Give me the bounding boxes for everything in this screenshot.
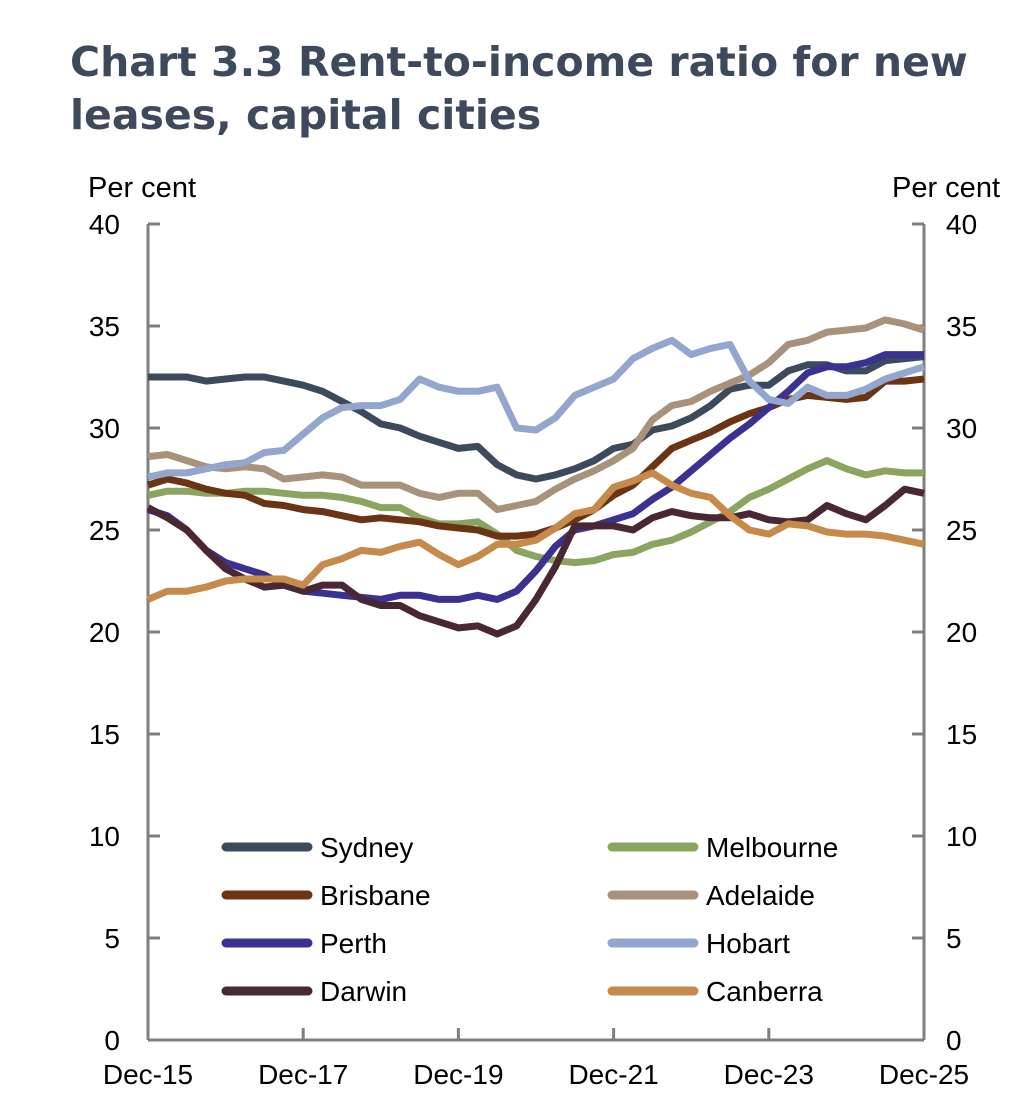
x-tick-label: Dec-19 <box>413 1059 503 1090</box>
y-tick-label-left: 35 <box>89 311 120 342</box>
y-tick-label-left: 30 <box>89 413 120 444</box>
x-tick-label: Dec-23 <box>724 1059 814 1090</box>
y-tick-label-left: 40 <box>89 209 120 240</box>
y-tick-label-right: 15 <box>946 719 977 750</box>
legend-label-brisbane: Brisbane <box>320 880 431 911</box>
left-axis-unit: Per cent <box>88 172 196 204</box>
y-tick-label-left: 20 <box>89 617 120 648</box>
series-line-canberra <box>146 469 925 603</box>
series-line-sydney <box>148 353 925 483</box>
series-line-adelaide <box>147 316 926 514</box>
series-line-brisbane <box>146 375 925 540</box>
y-tick-label-right: 5 <box>946 923 962 954</box>
legend-label-canberra: Canberra <box>706 976 823 1007</box>
y-tick-label-left: 15 <box>89 719 120 750</box>
chart-title: Chart 3.3 Rent-to-income ratio for new l… <box>70 38 968 139</box>
y-tick-label-left: 10 <box>89 821 120 852</box>
x-tick-label: Dec-25 <box>879 1059 969 1090</box>
series-line-darwin <box>146 485 925 638</box>
legend-label-adelaide: Adelaide <box>706 880 815 911</box>
legend-label-hobart: Hobart <box>706 928 790 959</box>
y-tick-label-right: 10 <box>946 821 977 852</box>
y-tick-label-right: 0 <box>946 1025 962 1056</box>
x-tick-label: Dec-15 <box>103 1059 193 1090</box>
y-tick-label-right: 20 <box>946 617 977 648</box>
y-tick-label-right: 30 <box>946 413 977 444</box>
y-tick-label-left: 25 <box>89 515 120 546</box>
legend-label-sydney: Sydney <box>320 832 413 863</box>
x-tick-label: Dec-17 <box>258 1059 348 1090</box>
y-tick-label-left: 5 <box>104 923 120 954</box>
y-tick-label-right: 25 <box>946 515 977 546</box>
series-line-melbourne <box>147 457 924 567</box>
series-line-hobart <box>147 336 926 481</box>
y-tick-label-right: 40 <box>946 209 977 240</box>
legend-label-melbourne: Melbourne <box>706 832 838 863</box>
right-axis-unit: Per cent <box>892 172 1000 204</box>
legend-label-perth: Perth <box>320 928 387 959</box>
y-tick-label-right: 35 <box>946 311 977 342</box>
x-tick-label: Dec-21 <box>568 1059 658 1090</box>
legend-label-darwin: Darwin <box>320 976 407 1007</box>
y-tick-label-left: 0 <box>104 1025 120 1056</box>
